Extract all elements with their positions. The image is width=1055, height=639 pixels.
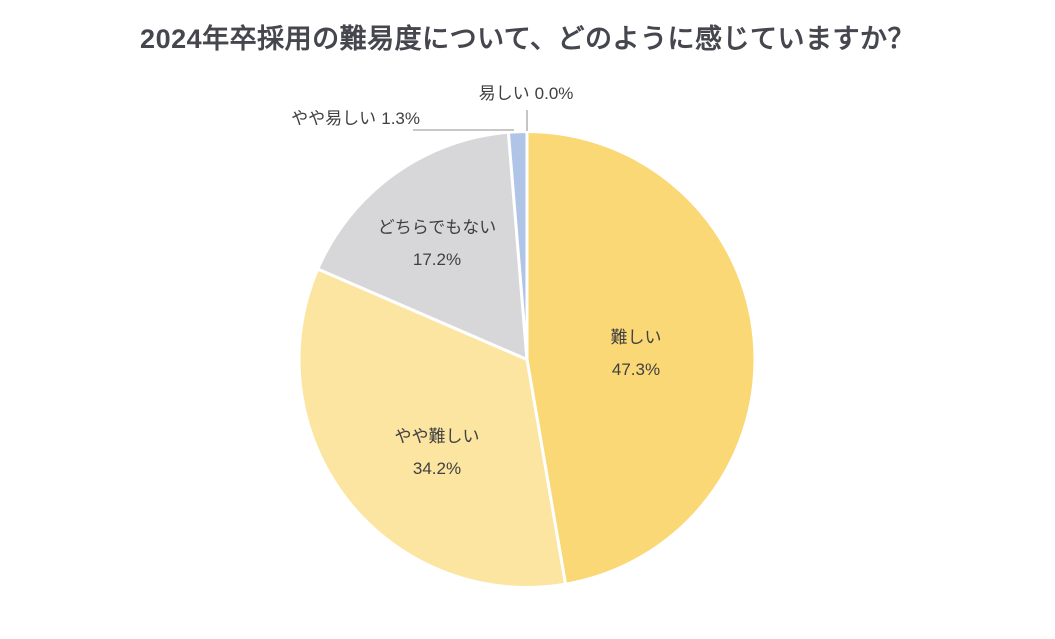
slice-label-text: やや難しい bbox=[394, 427, 480, 446]
slice-label-difficult: 難しい 47.3% bbox=[611, 322, 662, 386]
pie-slice-3 bbox=[506, 130, 529, 361]
slice-label-pct: 47.3% bbox=[611, 360, 661, 379]
slice-label-pct: 0.0% bbox=[534, 84, 574, 103]
pie-slice-2 bbox=[316, 130, 529, 361]
slice-label-pct: 34.2% bbox=[412, 459, 462, 478]
slice-label-somewhat-difficult: やや難しい 34.2% bbox=[395, 421, 480, 485]
slice-label-text: 易しい bbox=[478, 84, 530, 103]
pie-slice-0 bbox=[525, 130, 757, 586]
chart-title: 2024年卒採用の難易度について、どのように感じていますか？ bbox=[140, 24, 915, 54]
slice-label-text: 難しい bbox=[610, 328, 662, 347]
slice-label-text: どちらでもない bbox=[377, 218, 497, 237]
slice-label-neither: どちらでもない 17.2% bbox=[378, 212, 497, 276]
slice-label-text: やや易しい bbox=[291, 109, 377, 128]
slice-label-somewhat-easy: やや易しい 1.3% bbox=[291, 107, 420, 131]
slice-label-pct: 1.3% bbox=[381, 109, 420, 128]
slice-label-easy: 易しい 0.0% bbox=[479, 82, 574, 106]
slice-label-pct: 17.2% bbox=[412, 250, 462, 269]
